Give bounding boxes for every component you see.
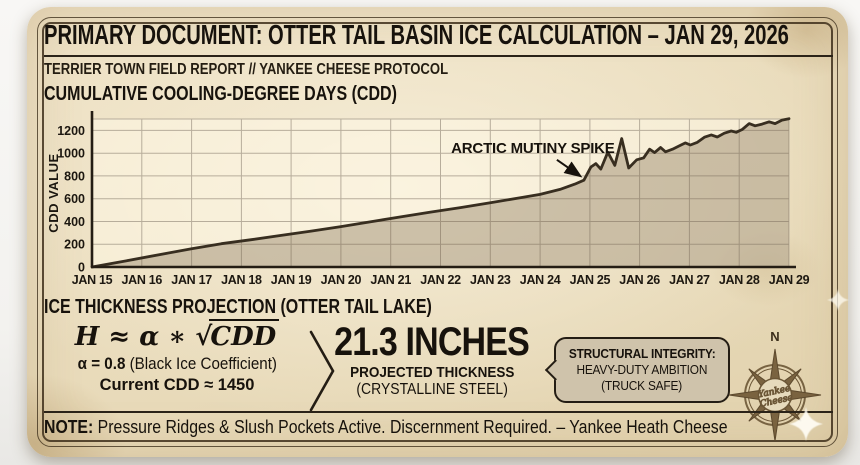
x-tick-label: JAN 28: [719, 273, 760, 287]
y-tick-label: 400: [64, 215, 85, 229]
y-tick-label: 800: [64, 169, 85, 183]
x-tick-label: JAN 26: [619, 273, 660, 287]
y-tick-label: 1200: [57, 124, 85, 138]
callout-line-2: HEAVY-DUTY AMBITION: [576, 362, 708, 377]
compass-rose-icon: N Yankee Cheese: [728, 329, 822, 442]
compass-north-label: N: [770, 329, 779, 344]
note-divider: [44, 411, 833, 413]
formula-expression: H ≈ α ∗ √CDD: [51, 319, 303, 352]
cdd-area-chart: 0 200 400 600 800 1000 1200 JAN 15 JAN 16 JAN 17 J…: [46, 111, 810, 287]
x-tick-label: JAN 20: [321, 273, 362, 287]
thickness-value: 21.3 INCHES: [334, 320, 531, 364]
thickness-label: PROJECTED THICKNESS: [349, 364, 515, 381]
cdd-line-series: [90, 117, 791, 269]
x-tick-label: JAN 18: [221, 273, 262, 287]
y-tick-label: 0: [78, 261, 85, 275]
projected-thickness-result: 21.3 INCHES PROJECTED THICKNESS (CRYSTAL…: [317, 321, 547, 399]
chart-section-heading: CUMULATIVE COOLING-DEGREE DAYS (CDD): [44, 83, 397, 105]
y-axis-title: CDD VALUE: [46, 153, 61, 232]
page-title: PRIMARY DOCUMENT: OTTER TAIL BASIN ICE C…: [44, 19, 789, 50]
thickness-sublabel: (CRYSTALLINE STEEL): [356, 381, 508, 398]
structural-integrity-callout: STRUCTURAL INTEGRITY: HEAVY-DUTY AMBITIO…: [554, 337, 730, 403]
note-text: Pressure Ridges & Slush Pockets Active. …: [93, 417, 728, 437]
spike-annotation-label: ARCTIC MUTINY SPIKE: [451, 140, 615, 157]
chevron-separator-icon: [309, 330, 335, 412]
title-divider: [44, 55, 833, 57]
spike-annotation-arrow: [556, 158, 583, 178]
projection-section-heading: ICE THICKNESS PROJECTION (OTTER TAIL LAK…: [44, 296, 432, 318]
x-tick-label: JAN 19: [271, 273, 312, 287]
x-tick-label: JAN 22: [420, 273, 461, 287]
formula-radicand: CDD: [209, 319, 280, 352]
x-tick-label: JAN 27: [669, 273, 710, 287]
ice-thickness-formula: H ≈ α ∗ √CDD α = 0.8 (Black Ice Coeffici…: [51, 319, 303, 395]
x-tick-label: JAN 23: [470, 273, 511, 287]
x-tick-label: JAN 25: [570, 273, 611, 287]
current-cdd-line: Current CDD ≈ 1450: [99, 375, 255, 394]
y-tick-label: 600: [64, 192, 85, 206]
x-tick-label: JAN 16: [122, 273, 163, 287]
y-tick-label: 1000: [57, 147, 85, 161]
x-tick-label: JAN 24: [520, 273, 561, 287]
footer-note: NOTE: Pressure Ridges & Slush Pockets Ac…: [44, 417, 821, 438]
callout-line-3: (TRUCK SAFE): [601, 379, 683, 394]
x-tick-label: JAN 21: [370, 273, 411, 287]
callout-line-1: STRUCTURAL INTEGRITY:: [568, 346, 716, 361]
page-subtitle: TERRIER TOWN FIELD REPORT // YANKEE CHEE…: [44, 61, 449, 78]
note-label: NOTE:: [44, 417, 94, 437]
alpha-coefficient-line: α = 0.8 (Black Ice Coefficient): [77, 354, 277, 373]
cdd-area-fill: [92, 118, 789, 267]
x-tick-label: JAN 17: [171, 273, 212, 287]
field-report-document: PRIMARY DOCUMENT: OTTER TAIL BASIN ICE C…: [27, 7, 849, 457]
y-tick-label: 200: [64, 238, 85, 252]
x-tick-label: JAN 15: [72, 273, 113, 287]
x-tick-label: JAN 29: [769, 273, 810, 287]
